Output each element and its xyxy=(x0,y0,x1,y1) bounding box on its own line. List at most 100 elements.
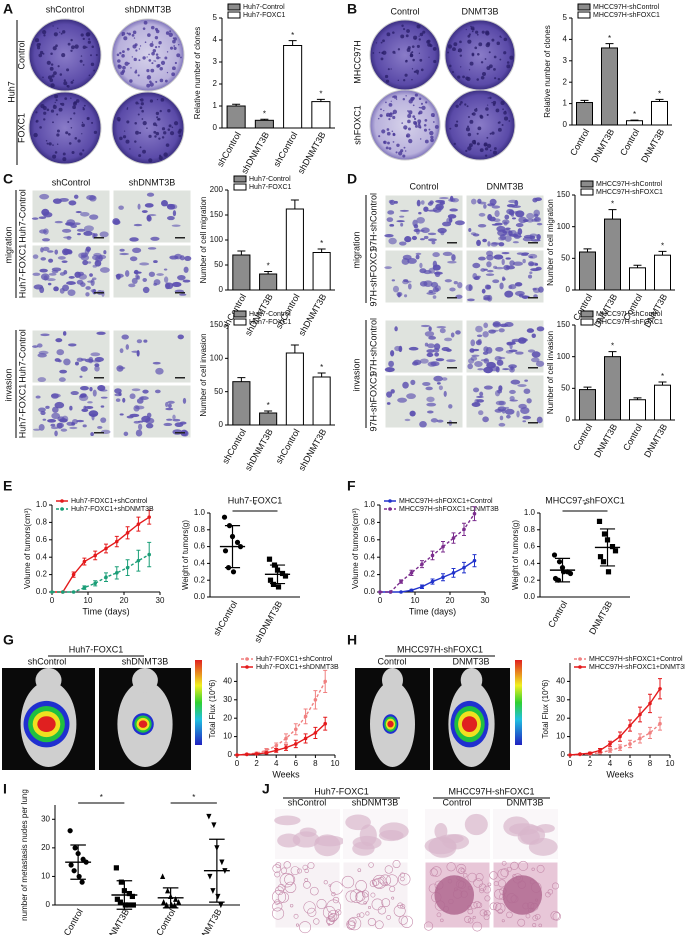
colony xyxy=(500,36,502,39)
error-bar xyxy=(633,264,642,268)
colony xyxy=(77,139,81,143)
legend-swatch xyxy=(577,3,591,11)
y-axis-label: Volume of tumors(cm³) xyxy=(351,508,360,589)
colony xyxy=(74,44,79,49)
y-axis-label: number of metastasis nudes per lung xyxy=(20,789,29,921)
colony xyxy=(465,127,471,132)
colony xyxy=(398,151,403,156)
data-point xyxy=(601,531,608,537)
tissue xyxy=(552,882,559,890)
scale-bar xyxy=(175,237,185,239)
cell xyxy=(422,381,431,387)
y-tick-label: 200 xyxy=(210,185,224,194)
sd-bar xyxy=(116,880,133,910)
colony xyxy=(378,135,381,138)
cell xyxy=(404,418,411,422)
colony xyxy=(486,104,489,106)
colony xyxy=(411,45,415,48)
data-point xyxy=(125,902,131,908)
cell xyxy=(518,216,528,224)
data-point xyxy=(114,896,120,902)
cell xyxy=(169,255,179,260)
legend-label: MHCC97H-shFOXC1+DNMT3B xyxy=(399,506,499,513)
cell xyxy=(137,423,143,431)
cell xyxy=(494,408,503,413)
colony xyxy=(386,32,391,37)
cell xyxy=(494,355,502,362)
colony xyxy=(164,79,168,83)
colony xyxy=(486,136,489,139)
colony xyxy=(469,119,474,124)
y-axis-label: Total Flux (10^6) xyxy=(208,679,217,738)
y-tick-label: 1.0 xyxy=(524,508,536,517)
colony xyxy=(407,110,409,112)
tissue xyxy=(326,899,341,914)
cell xyxy=(530,357,540,363)
colony xyxy=(62,157,67,162)
y-tick-label: 30 xyxy=(556,695,565,704)
data-point xyxy=(230,569,237,575)
tissue xyxy=(368,906,371,909)
colony xyxy=(414,124,418,128)
colony xyxy=(65,131,69,135)
colony xyxy=(380,41,383,44)
colony xyxy=(392,31,395,34)
cell xyxy=(536,326,545,332)
y-tick-label: 30 xyxy=(223,695,232,704)
scale-bar xyxy=(447,422,457,424)
colony xyxy=(470,25,472,28)
legend-swatch xyxy=(227,11,241,19)
colony xyxy=(141,118,144,120)
colony xyxy=(411,79,413,81)
significance: * xyxy=(263,109,266,118)
legend-label: Huh7-Control xyxy=(243,4,285,11)
cell xyxy=(515,223,524,228)
legend-swatch xyxy=(577,11,591,19)
colony xyxy=(411,68,414,70)
data-point xyxy=(600,559,607,565)
data-point xyxy=(628,742,632,746)
bar xyxy=(629,399,646,421)
tissue xyxy=(510,861,519,870)
colony xyxy=(159,109,162,113)
cell xyxy=(394,326,398,332)
colony xyxy=(128,62,130,65)
colony xyxy=(459,40,462,44)
cell xyxy=(504,214,510,220)
cell xyxy=(40,247,44,253)
colony xyxy=(67,42,71,46)
colony xyxy=(56,129,60,133)
colony xyxy=(499,58,502,61)
colony xyxy=(35,120,38,123)
x-tick-label: Control xyxy=(546,599,569,629)
significance: * xyxy=(267,401,270,410)
error-bar xyxy=(658,381,667,386)
cell xyxy=(527,349,536,353)
tissue xyxy=(517,918,526,927)
colony xyxy=(428,128,431,131)
colony xyxy=(154,46,158,49)
cell xyxy=(432,252,440,258)
colony xyxy=(467,115,471,119)
label: shDNMT3B xyxy=(122,656,169,666)
cell xyxy=(418,211,422,215)
row-label: Huh7-FOXC1 xyxy=(17,244,27,299)
cell xyxy=(445,348,452,352)
tissue xyxy=(373,877,384,889)
y-tick-label: 0.0 xyxy=(36,587,48,596)
colony xyxy=(477,126,482,131)
mouse-head xyxy=(132,668,158,693)
x-tick-label: shControl xyxy=(271,130,299,168)
cell xyxy=(391,279,396,282)
colony xyxy=(497,77,501,81)
colony xyxy=(488,51,491,54)
cell xyxy=(486,261,492,268)
colony xyxy=(489,149,492,152)
cell xyxy=(41,238,51,242)
cell xyxy=(129,237,139,242)
colony xyxy=(406,29,410,33)
x-tick-label: Control xyxy=(568,127,591,157)
colony xyxy=(161,136,165,139)
cell xyxy=(526,328,535,333)
cell xyxy=(50,423,56,427)
